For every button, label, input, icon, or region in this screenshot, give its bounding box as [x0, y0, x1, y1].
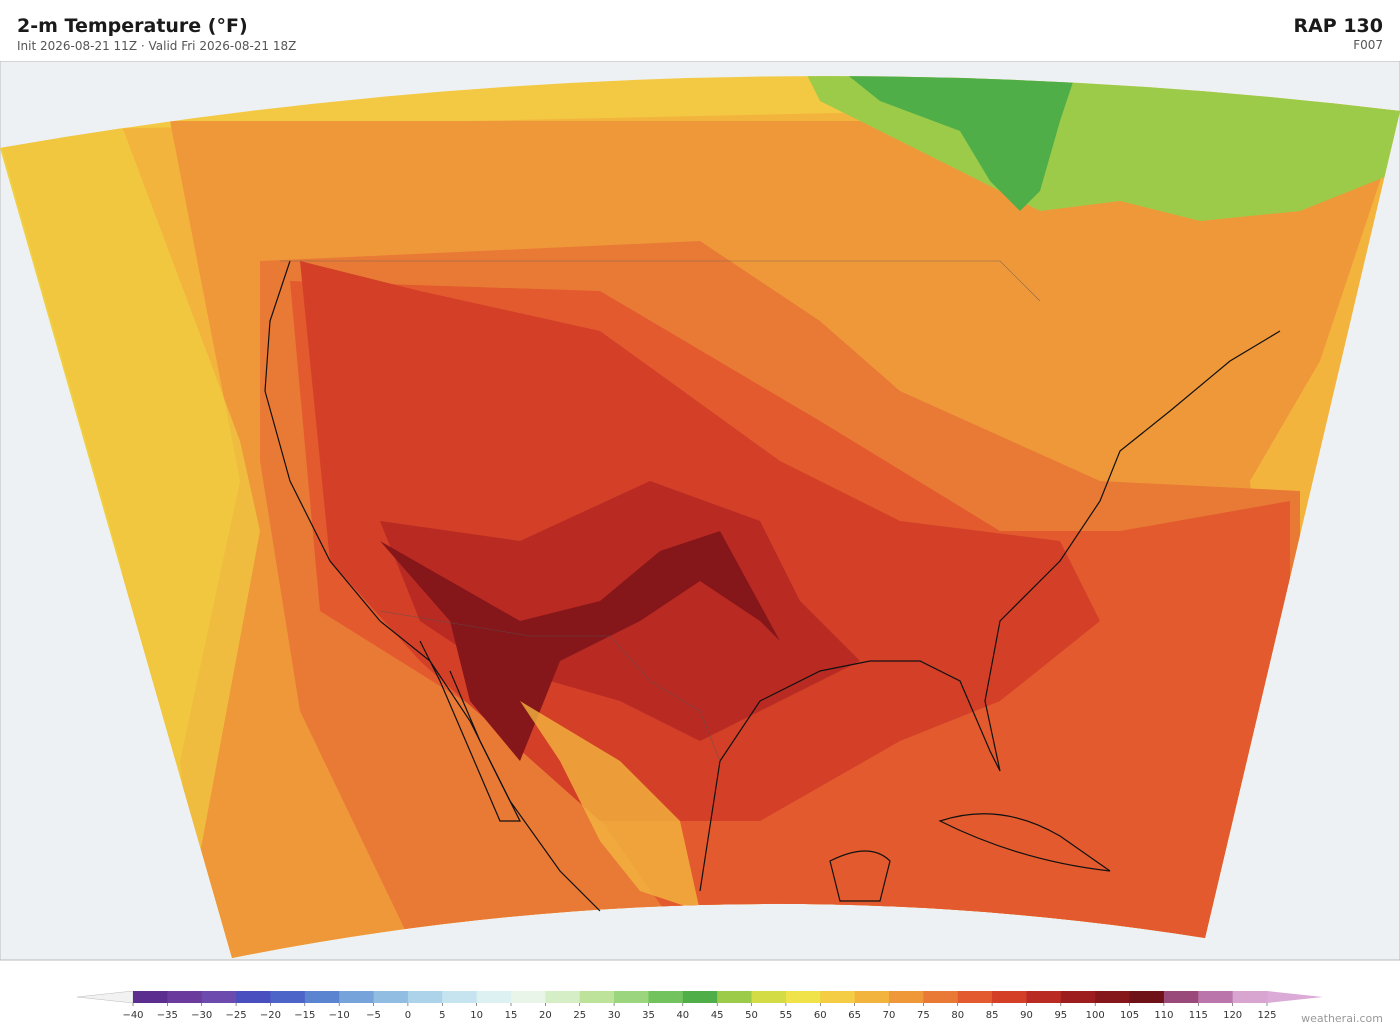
- colorbar-tick-label: 5: [439, 1010, 445, 1021]
- baja: [419, 640, 521, 822]
- colorbar-tick-label: 65: [848, 1010, 861, 1021]
- map-subtitle: Init 2026-08-21 11Z · Valid Fri 2026-08-…: [17, 39, 297, 53]
- colorbar-bin: [717, 991, 753, 1003]
- colorbar-bin: [1198, 991, 1234, 1003]
- colorbar-tick-label: 55: [780, 1010, 793, 1021]
- coastlines: [264, 260, 1281, 912]
- colorbar-tick-label: 110: [1154, 1010, 1173, 1021]
- us-canada-border: [280, 260, 1041, 302]
- colorbar-bin: [270, 991, 306, 1003]
- colorbar-tick-label: 25: [573, 1010, 586, 1021]
- colorbar-tick-label: −5: [366, 1010, 381, 1021]
- colorbar-tick-label: −10: [329, 1010, 350, 1021]
- colorbar-tick-label: −30: [191, 1010, 212, 1021]
- colorbar-tick-label: −35: [157, 1010, 178, 1021]
- colorbar-tick-label: 105: [1120, 1010, 1139, 1021]
- gulf-east-coast: [699, 330, 1281, 892]
- forecast-hour: F007: [1353, 38, 1383, 52]
- map-title: 2-m Temperature (°F): [17, 15, 248, 37]
- model-name: RAP 130: [1293, 15, 1383, 37]
- colorbar-bin: [373, 991, 409, 1003]
- colorbar: −40 −35 −30 −25 −20 −15 −10 −5 0 5 10 15 20 25 30 35 40 4…: [76, 990, 1323, 1021]
- colorbar-tick-label: 35: [642, 1010, 655, 1021]
- colorbar-bin: [1129, 991, 1165, 1003]
- colorbar-bin: [304, 991, 340, 1003]
- colorbar-bin: [957, 991, 993, 1003]
- colorbar-tick-label: 120: [1223, 1010, 1242, 1021]
- colorbar-bin: [442, 991, 478, 1003]
- colorbar-tick-label: −15: [294, 1010, 315, 1021]
- colorbar-tick-label: 45: [711, 1010, 724, 1021]
- credit: weatherai.com: [1301, 1012, 1383, 1025]
- west-coast: [264, 260, 601, 912]
- colorbar-tick-label: 0: [405, 1010, 411, 1021]
- colorbar-bin: [785, 991, 821, 1003]
- colorbar-tick-label: 115: [1189, 1010, 1208, 1021]
- colorbar-tick-label: −40: [122, 1010, 143, 1021]
- colorbar-bin: [1095, 991, 1131, 1003]
- colorbar-bin: [1163, 991, 1199, 1003]
- colorbar-bin: [579, 991, 615, 1003]
- temperature-field: [0, 76, 1400, 958]
- colorbar-tick-label: 60: [814, 1010, 827, 1021]
- colorbar-bin: [1232, 991, 1268, 1003]
- field-green: [830, 76, 1080, 211]
- colorbar-tick-label: 100: [1086, 1010, 1105, 1021]
- colorbar-tick-label: −25: [226, 1010, 247, 1021]
- colorbar-tick-label: 90: [1020, 1010, 1033, 1021]
- field-deep-red: [380, 531, 780, 761]
- field-mexico-plateau: [520, 701, 700, 911]
- colorbar-bin: [167, 991, 203, 1003]
- colorbar-tick-label: 50: [745, 1010, 758, 1021]
- colorbar-bin: [614, 991, 649, 1003]
- cuba: [938, 813, 1111, 872]
- colorbar-bin: [992, 991, 1027, 1003]
- colorbar-bin: [820, 991, 856, 1003]
- colorbar-tick-label: 75: [917, 1010, 930, 1021]
- colorbar-bin: [133, 991, 168, 1003]
- colorbar-bin: [407, 991, 443, 1003]
- colorbar-tick-label: 20: [539, 1010, 552, 1021]
- colorbar-bin: [751, 991, 787, 1003]
- colorbar-bin: [201, 991, 237, 1003]
- yucatan: [829, 850, 891, 902]
- colorbar-tick-label: 15: [505, 1010, 518, 1021]
- colorbar-bin: [854, 991, 890, 1003]
- colorbar-bin: [923, 991, 959, 1003]
- colorbar-tick-label: 95: [1054, 1010, 1067, 1021]
- colorbar-bin: [682, 991, 718, 1003]
- colorbar-bin: [648, 991, 684, 1003]
- us-mexico-border: [379, 610, 721, 762]
- colorbar-tick-label: 40: [676, 1010, 689, 1021]
- colorbar-bin: [236, 991, 271, 1003]
- colorbar-bin: [1026, 991, 1062, 1003]
- colorbar-tick-label: −20: [260, 1010, 281, 1021]
- colorbar-extend-high: [1267, 991, 1323, 1003]
- colorbar-tick-label: 85: [986, 1010, 999, 1021]
- colorbar-bin: [339, 991, 375, 1003]
- colorbar-bin: [511, 991, 546, 1003]
- colorbar-tick-label: 70: [883, 1010, 896, 1021]
- colorbar-bin: [889, 991, 924, 1003]
- borders: [280, 260, 1041, 762]
- map: [0, 61, 1400, 961]
- colorbar-bin: [1060, 991, 1096, 1003]
- colorbar-bin: [545, 991, 581, 1003]
- colorbar-tick-label: 10: [470, 1010, 483, 1021]
- colorbar-tick-label: 80: [951, 1010, 964, 1021]
- colorbar-tick-label: 125: [1257, 1010, 1276, 1021]
- colorbar-tick-label: 30: [608, 1010, 621, 1021]
- colorbar-bin: [476, 991, 512, 1003]
- colorbar-extend-low: [76, 990, 134, 1004]
